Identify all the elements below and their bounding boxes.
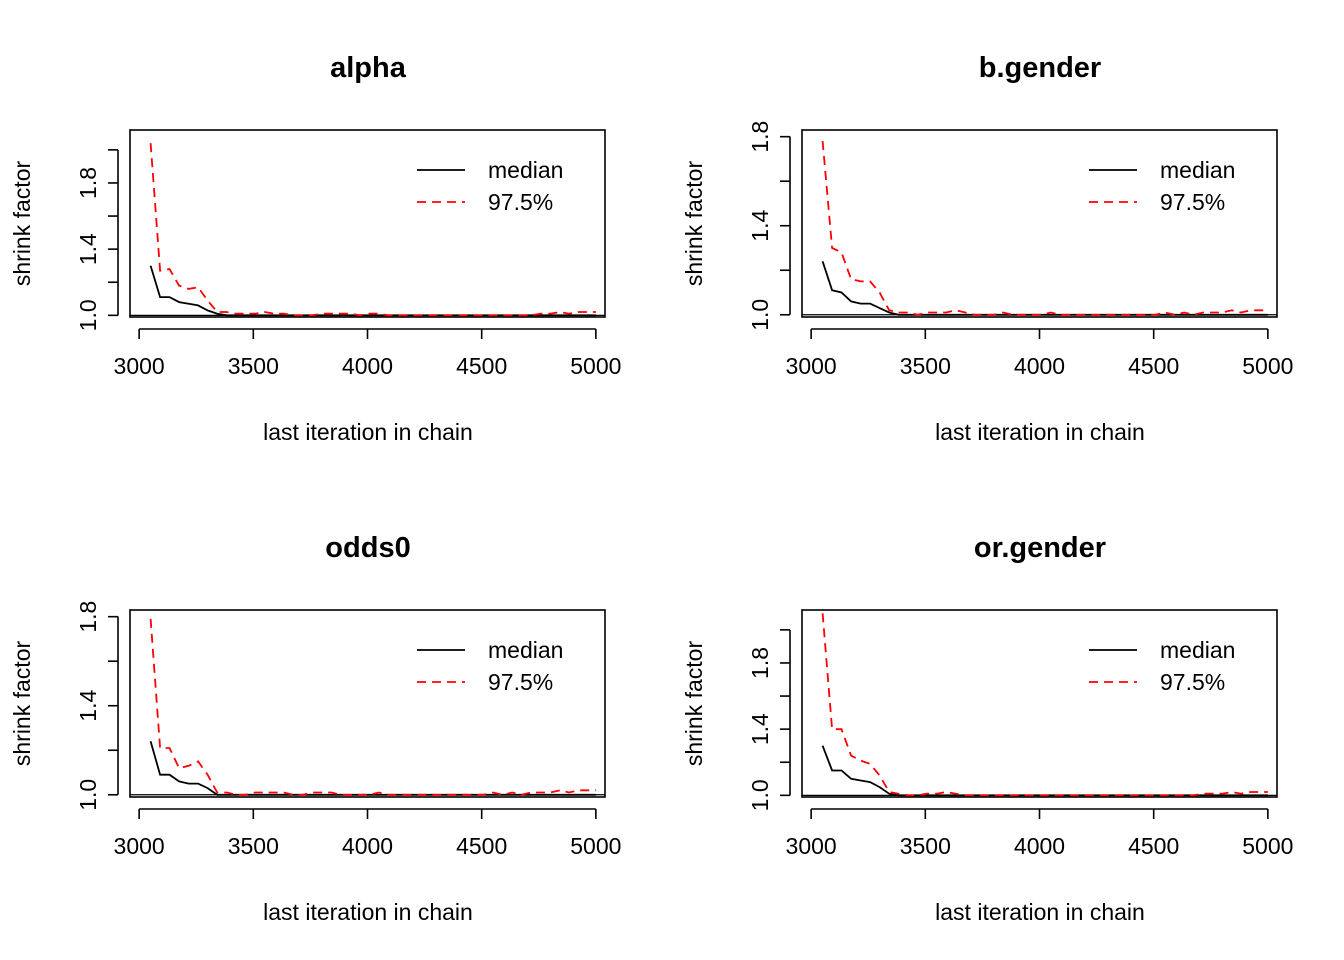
series-97-5-line <box>149 143 596 317</box>
y-tick-label: 1.8 <box>747 121 773 153</box>
panel-b-gender: b.gender 3000 3500 4000 4500 5000 1.0 1.4 1.8 las… <box>681 52 1293 445</box>
y-axis-label: shrink factor <box>681 641 707 767</box>
y-tick-label: 1.0 <box>747 299 773 331</box>
y-tick-label: 1.0 <box>747 779 773 811</box>
plot-frame <box>129 609 606 798</box>
series-median-line <box>821 745 1268 797</box>
legend-label: 97.5% <box>1160 669 1225 695</box>
x-axis-label: last iteration in chain <box>263 899 473 925</box>
series-97-5-line <box>821 613 1268 797</box>
x-tick-label: 4500 <box>456 833 507 859</box>
plot-frame <box>129 129 606 318</box>
x-tick-label: 4500 <box>456 353 507 379</box>
x-tick-label: 4000 <box>1014 833 1065 859</box>
y-tick-label: 1.8 <box>747 647 773 679</box>
y-tick-label: 1.8 <box>75 601 101 633</box>
legend-label: 97.5% <box>1160 189 1225 215</box>
x-tick-label: 5000 <box>1242 353 1293 379</box>
x-tick-label: 4500 <box>1128 833 1179 859</box>
y-tick-label: 1.4 <box>75 690 101 722</box>
y-tick-label: 1.4 <box>75 233 101 265</box>
plot-frame <box>801 609 1278 798</box>
x-tick-label: 3000 <box>786 353 837 379</box>
x-tick-label: 4000 <box>342 353 393 379</box>
series-97-5-line <box>149 618 596 796</box>
x-tick-label: 3000 <box>114 833 165 859</box>
x-tick-label: 3500 <box>228 353 279 379</box>
x-tick-label: 3500 <box>900 353 951 379</box>
legend-label: median <box>1160 157 1235 183</box>
y-axis-label: shrink factor <box>681 161 707 287</box>
legend-label: 97.5% <box>488 189 553 215</box>
x-axis-label: last iteration in chain <box>935 419 1145 445</box>
legend-label: 97.5% <box>488 669 553 695</box>
series-97-5-line <box>821 141 1268 316</box>
panel-or-gender: or.gender 3000 3500 4000 4500 5000 1.0 1.4 1.8 la… <box>681 532 1293 925</box>
plot-frame <box>801 129 1278 318</box>
y-axis-label: shrink factor <box>9 161 35 287</box>
legend-label: median <box>488 157 563 183</box>
chart-title: alpha <box>330 52 407 84</box>
y-axis-label: shrink factor <box>9 641 35 767</box>
y-tick-label: 1.8 <box>75 167 101 199</box>
x-axis-label: last iteration in chain <box>935 899 1145 925</box>
chart-title: b.gender <box>979 52 1101 84</box>
series-median-line <box>821 261 1268 316</box>
x-tick-label: 4000 <box>342 833 393 859</box>
y-tick-label: 1.0 <box>75 299 101 331</box>
series-median-line <box>149 741 596 796</box>
y-tick-label: 1.4 <box>747 713 773 745</box>
panel-odds0: odds0 3000 3500 4000 4500 5000 1.0 1.4 1.8 last i… <box>9 532 621 925</box>
x-tick-label: 5000 <box>570 833 621 859</box>
y-tick-label: 1.0 <box>75 779 101 811</box>
x-tick-label: 3000 <box>786 833 837 859</box>
x-tick-label: 5000 <box>1242 833 1293 859</box>
x-tick-label: 5000 <box>570 353 621 379</box>
chart-title: odds0 <box>325 532 410 564</box>
series-median-line <box>149 265 596 317</box>
x-tick-label: 3500 <box>900 833 951 859</box>
panel-alpha: alpha 3000 3500 4000 4500 5000 1.0 1.4 1.8 last i… <box>9 52 621 445</box>
x-tick-label: 4500 <box>1128 353 1179 379</box>
y-tick-label: 1.4 <box>747 210 773 242</box>
x-axis-label: last iteration in chain <box>263 419 473 445</box>
legend-label: median <box>1160 637 1235 663</box>
chart-title: or.gender <box>974 532 1106 564</box>
x-tick-label: 4000 <box>1014 353 1065 379</box>
x-tick-label: 3500 <box>228 833 279 859</box>
x-tick-label: 3000 <box>114 353 165 379</box>
legend-label: median <box>488 637 563 663</box>
